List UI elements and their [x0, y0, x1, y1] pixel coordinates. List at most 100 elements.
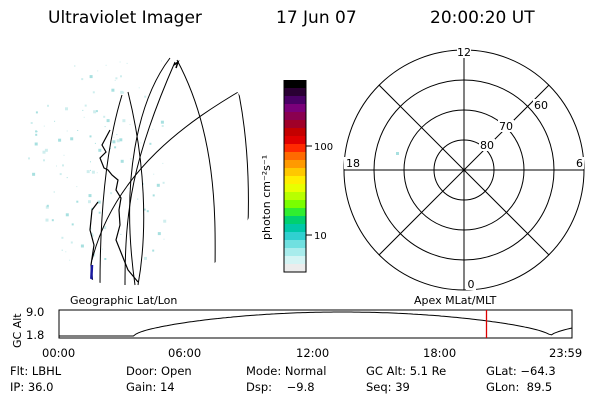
- colorbar-cell: [284, 184, 306, 193]
- mlt-label-12: 12: [457, 46, 471, 59]
- colorbar-cell: [284, 216, 306, 225]
- instrument-title: Ultraviolet Imager: [48, 8, 202, 28]
- aurora-speckle: [43, 125, 45, 127]
- polar-plot: 12 0 18 6 80 70 60: [343, 46, 585, 291]
- aurora-speckle: [122, 119, 126, 123]
- colorbar-cell: [284, 168, 306, 177]
- aurora-speckle: [45, 218, 49, 222]
- aurora-speckle: [120, 90, 124, 94]
- aurora-speckle: [34, 142, 38, 146]
- colorbar-tick-10: 10: [314, 231, 327, 242]
- aurora-speckle: [120, 233, 122, 235]
- aurora-speckle: [89, 75, 93, 79]
- aurora-speckle: [62, 164, 64, 167]
- aurora-speckle: [101, 248, 103, 250]
- aurora-speckle: [69, 259, 71, 261]
- aurora-speckle: [66, 177, 68, 179]
- altitude-plot: [58, 309, 573, 339]
- aurora-speckle: [51, 60, 55, 64]
- aurora-speckle: [82, 109, 84, 111]
- aurora-speckle: [54, 120, 56, 122]
- colorbar-cell: [284, 256, 306, 265]
- colorbar-cell: [284, 176, 306, 185]
- colorbar-cell: [284, 248, 306, 257]
- colorbar-cell: [284, 80, 306, 89]
- aurora-speckle: [65, 107, 68, 111]
- colorbar-cell: [284, 200, 306, 209]
- aurora-speckle: [152, 249, 155, 252]
- colorbar-cell: [284, 160, 306, 169]
- aurora-speckle: [114, 146, 117, 149]
- orbit-altitude-curve: [59, 311, 573, 337]
- lat-label-80: 80: [480, 139, 494, 152]
- aurora-speckle: [105, 64, 107, 66]
- aurora-speckle: [30, 122, 33, 124]
- seq-info: Seq: 39: [366, 380, 410, 394]
- aurora-speckle: [32, 172, 36, 176]
- aurora-speckle: [47, 104, 49, 107]
- aurora-speckle: [110, 148, 111, 150]
- mode-info: Mode: Normal: [246, 364, 327, 378]
- aurora-speckle: [152, 194, 155, 197]
- aurora-speckle: [70, 137, 74, 141]
- aurora-speckle: [98, 148, 102, 152]
- aurora-speckle: [42, 150, 46, 154]
- colorbar-cell: [284, 96, 306, 105]
- apex-label: Apex MLat/MLT: [414, 294, 497, 307]
- aurora-speckle: [97, 70, 99, 72]
- aurora-speckle: [137, 198, 139, 200]
- aurora-speckle: [71, 223, 74, 226]
- aurora-speckle: [114, 79, 116, 81]
- aurora-speckle: [35, 130, 38, 133]
- geographic-label: Geographic Lat/Lon: [70, 294, 178, 307]
- aurora-speckle: [119, 61, 121, 63]
- aurora-speckle: [116, 134, 118, 136]
- aurora-speckle: [120, 75, 122, 78]
- aurora-speckle: [111, 88, 115, 92]
- aurora-speckle: [61, 236, 64, 239]
- aurora-speckle: [80, 244, 84, 248]
- aurora-speckle: [39, 88, 41, 90]
- mlt-label-0: 0: [468, 278, 475, 291]
- door-info: Door: Open: [126, 364, 192, 378]
- glon-info: GLon: 89.5: [486, 380, 553, 394]
- colorbar-cell: [284, 128, 306, 137]
- aurora-speckle: [59, 173, 62, 176]
- colorbar-cell: [284, 152, 306, 161]
- date-label: 17 Jun 07: [276, 8, 357, 28]
- altitude-tick-bottom: 1.8: [26, 328, 45, 342]
- aurora-speckle: [113, 136, 115, 138]
- aurora-speckle: [35, 133, 38, 136]
- aurora-speckle: [94, 142, 96, 144]
- aurora-speckle: [162, 162, 164, 164]
- colorbar-cell: [284, 224, 306, 233]
- aurora-speckle: [74, 65, 76, 67]
- aurora-speckle: [35, 111, 38, 114]
- aurora-speckle: [95, 110, 98, 113]
- x-tick-0600: 06:00: [168, 346, 202, 360]
- aurora-speckle: [88, 194, 92, 198]
- gc-alt-info: GC Alt: 5.1 Re: [366, 364, 447, 378]
- colorbar-cell: [284, 208, 306, 217]
- altitude-tick-top: 9.0: [26, 305, 45, 319]
- aurora-speckle: [116, 139, 120, 143]
- colorbar-cell: [284, 144, 306, 153]
- mlt-label-6: 6: [576, 157, 583, 170]
- aurora-speckle: [56, 165, 57, 167]
- aurora-speckle: [70, 241, 73, 244]
- colorbar-tick-100: 100: [314, 142, 333, 153]
- aurora-speckle: [63, 154, 65, 156]
- aurora-speckle: [120, 159, 124, 163]
- aurora-speckle: [149, 142, 152, 145]
- aurora-speckle: [76, 200, 79, 203]
- aurora-speckle: [152, 128, 154, 130]
- aurora-speckle: [29, 109, 31, 111]
- aurora-speckle: [51, 67, 53, 69]
- aurora-speckle: [146, 210, 149, 213]
- geographic-map: [28, 57, 249, 286]
- aurora-speckle: [130, 158, 132, 160]
- x-tick-0000: 00:00: [42, 346, 76, 360]
- aurora-speckle: [65, 251, 67, 253]
- aurora-speckle: [51, 257, 54, 260]
- aurora-speckle: [46, 204, 49, 207]
